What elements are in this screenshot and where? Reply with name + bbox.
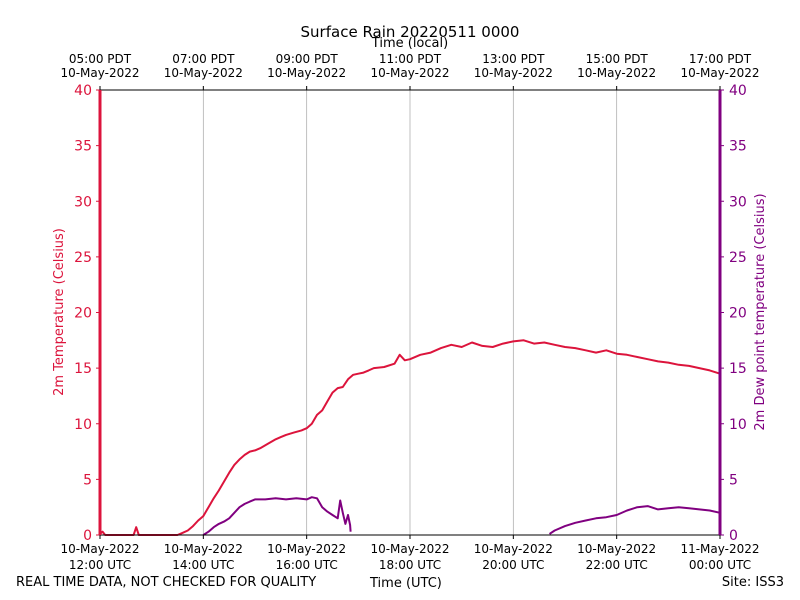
y-tick-label-left: 20 <box>74 306 92 322</box>
x-tick-label-bottom: 10-May-2022 <box>474 542 553 556</box>
x-tick-label-top: 11:00 PDT <box>379 52 442 66</box>
ticks: 0 0 5 5 10 10 15 15 20 20 25 25 30 30 35 35 40 40 10-May-2… <box>60 52 759 572</box>
y-tick-label-left: 35 <box>74 139 92 155</box>
x-tick-label-bottom: 10-May-2022 <box>60 542 139 556</box>
x-axis-label: Time (UTC) <box>370 576 442 591</box>
x-tick-label-top: 10-May-2022 <box>680 66 759 80</box>
x-tick-label-top: 07:00 PDT <box>172 52 235 66</box>
disclaimer-text: REAL TIME DATA, NOT CHECKED FOR QUALITY <box>16 575 317 590</box>
x-tick-label-bottom: 14:00 UTC <box>172 558 234 572</box>
y-axis-left-label: 2m Temperature (Celsius) <box>52 228 67 396</box>
dewpoint-series-line <box>202 496 721 536</box>
y-tick-label-left: 15 <box>74 361 92 377</box>
x-tick-label-bottom: 00:00 UTC <box>689 558 751 572</box>
x-tick-label-top: 13:00 PDT <box>482 52 545 66</box>
top-axis-label: Time (local) <box>371 36 448 51</box>
y-tick-label-right: 15 <box>729 361 747 377</box>
y-tick-label-left: 5 <box>83 472 92 488</box>
x-tick-label-bottom: 10-May-2022 <box>577 542 656 556</box>
x-tick-label-bottom: 10-May-2022 <box>267 542 346 556</box>
x-tick-label-top: 15:00 PDT <box>586 52 649 66</box>
x-tick-label-bottom: 10-May-2022 <box>370 542 449 556</box>
x-tick-label-bottom: 12:00 UTC <box>69 558 131 572</box>
x-tick-label-bottom: 22:00 UTC <box>586 558 648 572</box>
y-tick-label-right: 40 <box>729 83 747 99</box>
y-tick-label-right: 30 <box>729 194 747 210</box>
y-tick-label-left: 10 <box>74 417 92 433</box>
x-tick-label-top: 05:00 PDT <box>69 52 132 66</box>
y-tick-label-left: 40 <box>74 83 92 99</box>
x-tick-label-top: 10-May-2022 <box>474 66 553 80</box>
x-tick-label-bottom: 20:00 UTC <box>482 558 544 572</box>
temperature-series-line <box>99 339 721 536</box>
grid-lines <box>202 90 618 535</box>
x-tick-label-top: 10-May-2022 <box>370 66 449 80</box>
x-tick-label-bottom: 18:00 UTC <box>379 558 441 572</box>
x-tick-label-top: 10-May-2022 <box>164 66 243 80</box>
chart-title: Surface Rain 20220511 0000 <box>301 23 520 41</box>
site-label: Site: ISS3 <box>721 575 784 590</box>
y-axis-right-label: 2m Dew point temperature (Celsius) <box>753 193 768 430</box>
x-tick-label-top: 17:00 PDT <box>689 52 752 66</box>
x-tick-label-top: 10-May-2022 <box>577 66 656 80</box>
x-tick-label-top: 10-May-2022 <box>267 66 346 80</box>
x-tick-label-bottom: 16:00 UTC <box>276 558 338 572</box>
x-tick-label-bottom: 11-May-2022 <box>680 542 759 556</box>
x-tick-label-top: 10-May-2022 <box>60 66 139 80</box>
y-tick-label-right: 20 <box>729 306 747 322</box>
y-tick-label-left: 0 <box>83 528 92 544</box>
y-tick-label-right: 10 <box>729 417 747 433</box>
y-tick-label-right: 35 <box>729 139 747 155</box>
series-layer <box>99 339 721 536</box>
y-tick-label-right: 25 <box>729 250 747 266</box>
y-tick-label-right: 5 <box>729 472 738 488</box>
y-tick-label-left: 25 <box>74 250 92 266</box>
x-tick-label-bottom: 10-May-2022 <box>164 542 243 556</box>
y-tick-label-right: 0 <box>729 528 738 544</box>
x-tick-label-top: 09:00 PDT <box>276 52 339 66</box>
y-tick-label-left: 30 <box>74 194 92 210</box>
